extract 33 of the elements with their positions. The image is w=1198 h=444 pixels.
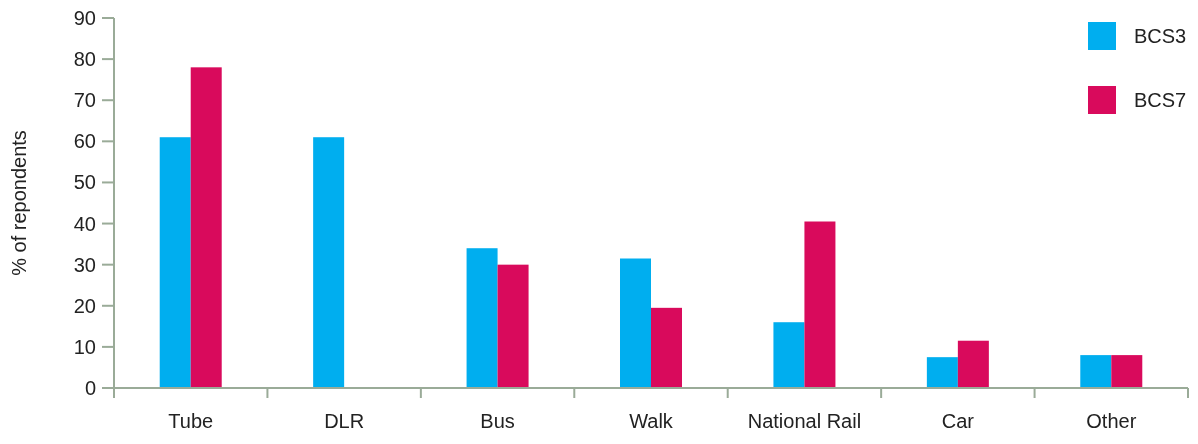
bar	[497, 264, 529, 388]
x-tick-label: National Rail	[747, 410, 862, 432]
bar	[159, 137, 191, 388]
y-axis-title: % of repondents	[8, 130, 30, 276]
bar	[804, 221, 836, 388]
x-tick-label: DLR	[324, 410, 365, 432]
x-tick-label: Tube	[168, 410, 214, 432]
y-tick-label: 30	[73, 253, 96, 276]
bar	[190, 67, 222, 388]
y-tick-label: 10	[73, 335, 96, 358]
y-tick-label: 80	[73, 48, 96, 71]
y-tick-label: 90	[73, 7, 96, 29]
legend-label: BCS7	[1134, 89, 1187, 111]
y-tick-label: 70	[73, 89, 96, 112]
bar	[1080, 355, 1112, 388]
bar	[466, 248, 498, 388]
x-tick-label: Other	[1086, 410, 1137, 432]
y-tick-label: 40	[73, 212, 96, 235]
y-tick-label: 50	[73, 171, 96, 194]
y-tick-label: 60	[73, 130, 96, 153]
legend-label: BCS3	[1134, 25, 1187, 47]
bar	[926, 357, 958, 388]
y-tick-label: 0	[84, 377, 96, 399]
x-tick-label: Bus	[480, 410, 515, 432]
bar	[620, 258, 651, 388]
bar	[773, 322, 805, 388]
x-tick-label: Walk	[629, 410, 674, 432]
bar	[1111, 355, 1143, 388]
bar	[651, 307, 682, 388]
x-tick-label: Car	[941, 410, 975, 432]
bar	[957, 340, 989, 388]
bar	[313, 137, 345, 388]
y-tick-label: 20	[73, 294, 96, 317]
